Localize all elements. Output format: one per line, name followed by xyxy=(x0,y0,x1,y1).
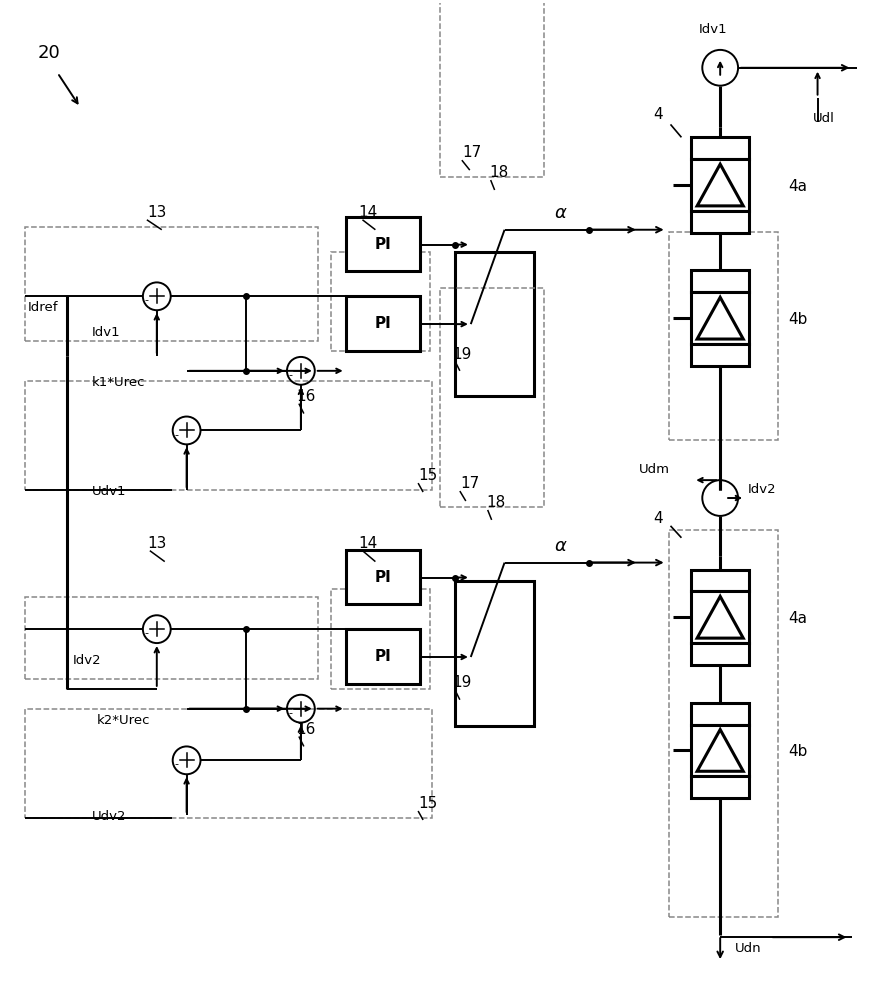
Bar xyxy=(691,591,749,643)
Bar xyxy=(24,227,318,341)
Text: 4b: 4b xyxy=(787,312,808,327)
Text: 19: 19 xyxy=(452,675,471,690)
Text: k2*Urec: k2*Urec xyxy=(97,714,151,727)
Text: 4: 4 xyxy=(654,107,663,122)
Text: 4a: 4a xyxy=(787,611,807,626)
Text: Udl: Udl xyxy=(813,112,835,125)
Text: 13: 13 xyxy=(147,205,166,220)
Text: Idv2: Idv2 xyxy=(72,654,101,667)
Text: Idref: Idref xyxy=(28,301,58,314)
Bar xyxy=(455,252,534,396)
Bar xyxy=(331,252,430,351)
Text: Idv1: Idv1 xyxy=(93,326,120,339)
Text: Udm: Udm xyxy=(639,463,670,476)
Bar xyxy=(346,217,420,271)
Text: -: - xyxy=(144,628,148,638)
Text: 16: 16 xyxy=(296,389,315,404)
Text: 15: 15 xyxy=(418,468,437,483)
Text: 16: 16 xyxy=(296,722,315,737)
Bar xyxy=(669,232,778,440)
Text: 18: 18 xyxy=(486,495,506,510)
Text: -: - xyxy=(175,760,178,770)
Text: 13: 13 xyxy=(147,536,166,551)
Text: 14: 14 xyxy=(359,205,378,220)
Text: PI: PI xyxy=(375,570,391,585)
Text: 4a: 4a xyxy=(787,179,807,194)
Bar xyxy=(669,530,778,917)
Bar xyxy=(24,597,318,679)
Bar xyxy=(691,137,749,159)
Text: 18: 18 xyxy=(490,165,509,180)
Bar xyxy=(691,776,749,798)
Text: -: - xyxy=(175,430,178,440)
Bar xyxy=(331,589,430,689)
Text: 14: 14 xyxy=(359,536,378,551)
Bar xyxy=(346,629,420,684)
Text: PI: PI xyxy=(375,237,391,252)
Text: 19: 19 xyxy=(452,347,471,362)
Text: k1*Urec: k1*Urec xyxy=(93,376,146,389)
Text: $\alpha$: $\alpha$ xyxy=(554,204,567,222)
Text: 20: 20 xyxy=(38,44,60,62)
Bar xyxy=(440,0,544,177)
Text: -: - xyxy=(288,370,292,380)
Bar xyxy=(691,292,749,344)
Bar xyxy=(346,296,420,351)
Text: Idv2: Idv2 xyxy=(748,483,777,496)
Text: 4b: 4b xyxy=(787,744,808,759)
Text: PI: PI xyxy=(375,649,391,664)
Text: 17: 17 xyxy=(460,476,479,491)
Text: -: - xyxy=(144,295,148,305)
Bar xyxy=(691,344,749,366)
Text: Udv2: Udv2 xyxy=(93,810,127,823)
Bar xyxy=(691,703,749,725)
Bar xyxy=(24,381,432,490)
Bar xyxy=(691,570,749,591)
Bar xyxy=(691,270,749,292)
Bar xyxy=(346,550,420,604)
Bar xyxy=(691,159,749,211)
Bar xyxy=(440,288,544,507)
Text: 17: 17 xyxy=(462,145,481,160)
Bar xyxy=(691,211,749,233)
Text: -: - xyxy=(288,708,292,718)
Bar xyxy=(691,643,749,665)
Text: PI: PI xyxy=(375,316,391,331)
Text: Udv1: Udv1 xyxy=(93,485,127,498)
Bar xyxy=(24,709,432,818)
Bar xyxy=(691,725,749,776)
Text: 15: 15 xyxy=(418,796,437,811)
Text: $\alpha$: $\alpha$ xyxy=(554,537,567,555)
Bar xyxy=(455,581,534,726)
Text: Udn: Udn xyxy=(735,942,762,955)
Text: 4: 4 xyxy=(654,511,663,526)
Text: Idv1: Idv1 xyxy=(698,23,727,36)
